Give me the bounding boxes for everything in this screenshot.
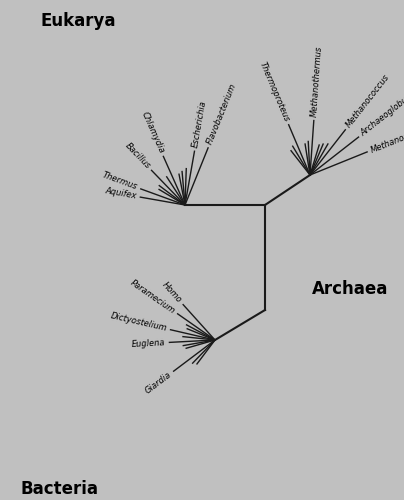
Text: Aquifex: Aquifex	[104, 186, 137, 201]
Text: Bacteria: Bacteria	[20, 480, 98, 498]
Text: Eukarya: Eukarya	[40, 12, 116, 30]
Text: Euglena: Euglena	[131, 338, 166, 349]
Text: Methanothermus: Methanothermus	[309, 45, 324, 117]
Text: Archaea: Archaea	[311, 280, 388, 298]
Text: Bacillus: Bacillus	[123, 141, 152, 171]
Text: Flavobacterium: Flavobacterium	[205, 82, 238, 146]
Text: Paramecium: Paramecium	[129, 278, 177, 315]
Text: Methanospirillum: Methanospirillum	[369, 119, 404, 154]
Text: Thermoproteus: Thermoproteus	[258, 60, 291, 123]
Text: Thermus: Thermus	[101, 170, 139, 192]
Text: Giardia: Giardia	[143, 370, 173, 396]
Text: Archaeoglobus: Archaeoglobus	[359, 92, 404, 138]
Text: Chlamydia: Chlamydia	[139, 110, 166, 154]
Text: Dictyostelium: Dictyostelium	[109, 312, 168, 333]
Text: Escherichia: Escherichia	[191, 100, 208, 148]
Text: Methanococcus: Methanococcus	[344, 72, 391, 130]
Text: Homo: Homo	[161, 280, 184, 304]
